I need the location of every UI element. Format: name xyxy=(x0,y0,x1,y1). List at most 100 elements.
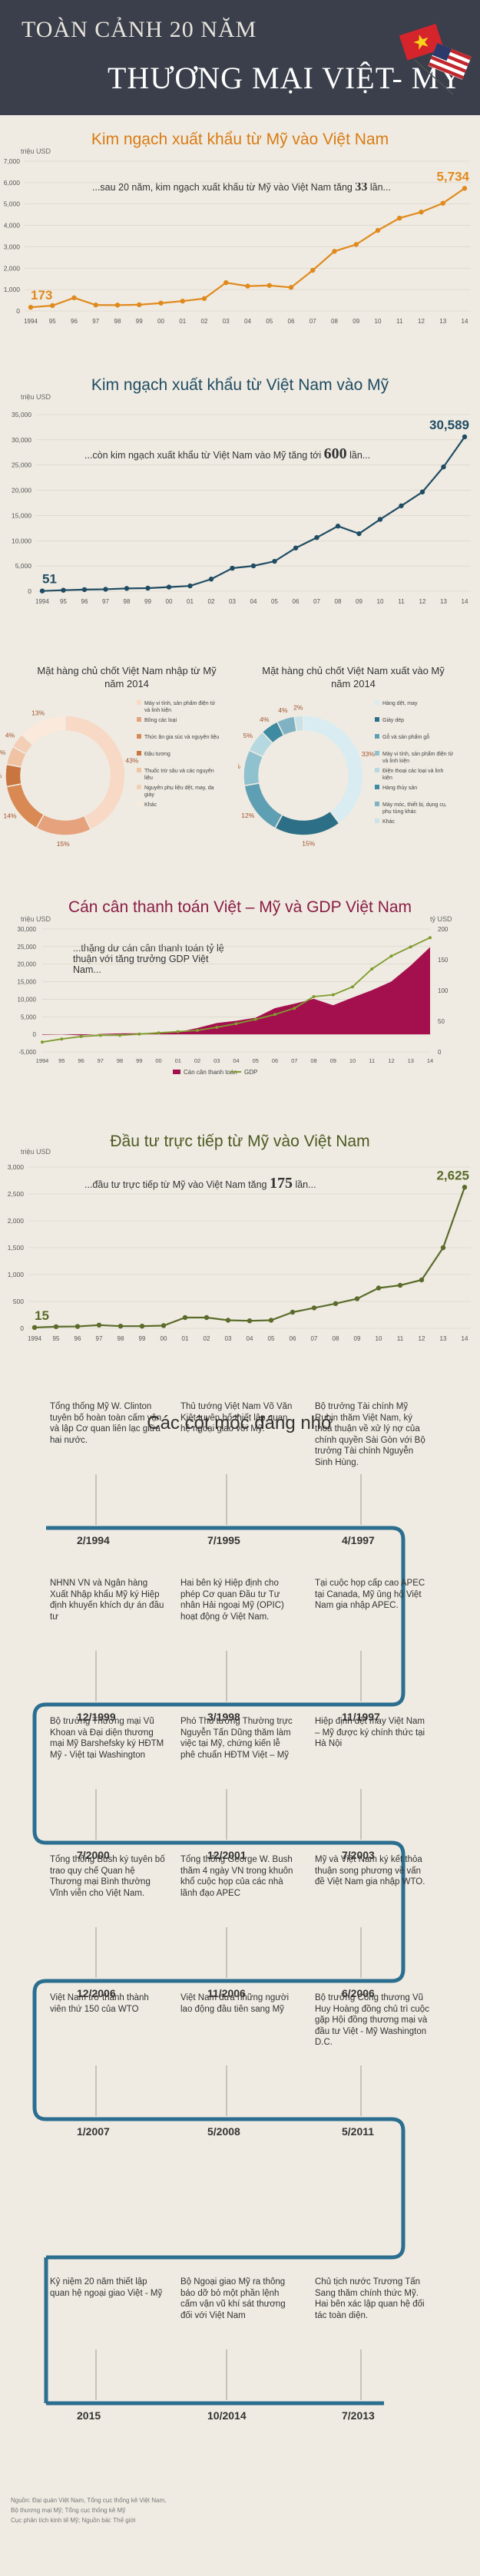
chart3-ytick-left: 30,000 xyxy=(18,926,37,933)
chart2-note-pre: ...còn kim ngạch xuất khẩu từ Việt Nam v… xyxy=(84,450,322,461)
chart3-title: Cán cân thanh toán Việt – Mỹ và GDP Việt… xyxy=(68,898,412,916)
chart2-xtick: 01 xyxy=(187,598,194,605)
chart4-point xyxy=(376,1285,382,1291)
chart1-xtick: 97 xyxy=(92,318,99,325)
pie2-slice-label: 15% xyxy=(302,840,315,848)
chart3-gdp-point xyxy=(331,993,335,997)
chart3-gdp-point xyxy=(60,1037,64,1041)
chart1-point xyxy=(310,267,316,273)
chart3-ytick-left: 15,000 xyxy=(18,979,37,986)
chart2-point xyxy=(250,563,257,569)
chart3-xtick: 00 xyxy=(155,1057,161,1064)
chart3-xtick: 97 xyxy=(98,1057,104,1064)
chart4-point xyxy=(53,1324,59,1330)
timeline-event-date: 12/2006 xyxy=(77,1987,116,1999)
chart3-xtick: 14 xyxy=(427,1057,433,1064)
timeline-event-date: 2015 xyxy=(77,2409,101,2422)
chart2-start-label: 51 xyxy=(42,572,57,587)
pie2-legend-label: kiện xyxy=(382,775,392,781)
chart3-svg: -5,000 0 5,000 10,000 15,000 20,000 25,000 30,0… xyxy=(18,926,449,1076)
chart3-gdp-point xyxy=(409,945,412,949)
chart1-title: Kim ngạch xuất khẩu từ Mỹ vào Việt Nam xyxy=(91,131,389,148)
chart4-point xyxy=(118,1324,124,1329)
chart1-point xyxy=(50,303,55,309)
chart2-xtick: 99 xyxy=(144,598,151,605)
timeline-event-date: 11/2006 xyxy=(207,1987,246,1999)
pie2-title: Mặt hàng chủ chốt Việt Nam xuất vào Mỹ n… xyxy=(262,665,445,689)
chart2-point xyxy=(314,534,319,541)
chart1-xtick: 13 xyxy=(439,318,446,325)
timeline-event-text: Tại cuộc họp cấp cao APEC tại Canada, Mỹ… xyxy=(315,1579,425,1610)
footer-line-1: Nguồn: Đại quán Việt Nam, Tổng cục thống… xyxy=(11,2497,167,2504)
chart4-xtick: 00 xyxy=(161,1335,167,1342)
pie1-legend-label: Thuốc trừ sâu và các nguyên xyxy=(144,767,214,774)
pie1-title: Mặt hàng chủ chốt Việt Nam nhập từ Mỹ nă… xyxy=(37,665,217,689)
timeline-event-text: Bộ trưởng Công thương Vũ Huy Hoàng đồng … xyxy=(315,1993,429,2047)
chart1-point xyxy=(158,300,164,306)
pie1-legend-label: Đậu tương xyxy=(144,752,170,757)
timeline-event-date: 12/2001 xyxy=(207,1849,247,1861)
timeline-event-text: Tổng thống Bush ký tuyên bố trao quy chế… xyxy=(50,1855,165,1898)
chart3-gdp-point xyxy=(79,1035,83,1038)
chart1-point xyxy=(201,296,207,302)
chart1-point xyxy=(462,186,468,191)
pie1-svg: 43% 15% 14% 6% 5% 4% 13% Máy vi tính, sản phẩm … xyxy=(0,700,219,848)
timeline-event-text: Việt Nam đưa những người lao động đầu ti… xyxy=(180,1993,290,2014)
timeline-event-date: 12/1999 xyxy=(77,1711,116,1723)
chart2-svg: 0 5,000 10,000 15,000 20,000 25,000 30,000 35,0… xyxy=(12,411,471,605)
chart2-point xyxy=(441,464,446,470)
pie1-slice-label: 6% xyxy=(0,772,2,779)
chart1-xtick: 09 xyxy=(353,318,359,325)
chart4-xtick: 01 xyxy=(182,1335,189,1342)
chart4-point xyxy=(311,1305,317,1311)
pie2-legend-label: Máy vi tính, sản phẩm điện tử xyxy=(382,751,454,757)
chart2-xtick: 00 xyxy=(166,598,173,605)
timeline-title: Các cột mốc đáng nhớ xyxy=(147,1413,333,1433)
chart3-unit-left: triệu USD xyxy=(21,915,51,923)
chart2-note: ...còn kim ngạch xuất khẩu từ Việt Nam v… xyxy=(84,445,370,463)
chart3-ytick-left: 25,000 xyxy=(18,944,37,951)
chart2-point xyxy=(187,583,193,589)
chart3-gdp-point xyxy=(157,1031,161,1035)
pie2-legend-swatch xyxy=(375,785,379,789)
chart3-ytick-left: 5,000 xyxy=(21,1014,37,1020)
chart4-note-num: 175 xyxy=(269,1175,293,1192)
pie1-legend-swatch xyxy=(137,700,141,705)
chart3-xtick: 01 xyxy=(175,1057,181,1064)
chart4-ytick: 0 xyxy=(20,1324,24,1332)
timeline-event-text: Hiệp định dệt may Việt Nam – Mỹ được ký … xyxy=(315,1717,425,1748)
chart1-point xyxy=(353,242,359,247)
pie2-legend-label: phụ tùng khác xyxy=(382,809,416,815)
chart2-end-label: 30,589 xyxy=(429,418,469,432)
chart4-title: Đầu tư trực tiếp từ Mỹ vào Việt Nam xyxy=(110,1133,370,1150)
chart2-point xyxy=(124,586,130,591)
chart1-xtick: 1994 xyxy=(24,318,38,325)
pie1-legend-swatch xyxy=(137,734,141,739)
chart3-xtick: 98 xyxy=(117,1057,123,1064)
pie2-slice-label: 8% xyxy=(238,762,240,770)
chart2-point xyxy=(293,545,299,551)
chart2-ytick: 35,000 xyxy=(12,411,31,418)
chart4-ytick: 2,500 xyxy=(8,1190,25,1198)
chart2-xtick: 98 xyxy=(124,598,131,605)
chart1-point xyxy=(114,303,121,308)
pie2-legend-swatch xyxy=(375,751,379,756)
pie2-slice xyxy=(293,715,304,732)
chart1-xtick: 07 xyxy=(310,318,316,325)
pie1-slice-label: 4% xyxy=(5,732,15,739)
chart1-ytick: 6,000 xyxy=(4,179,21,187)
pie2-slice-label: 4% xyxy=(260,716,270,723)
pie1-slice xyxy=(21,715,66,746)
pie1-legend-label: Bông các loại xyxy=(144,718,177,723)
chart2-point xyxy=(145,585,151,591)
chart4-point xyxy=(354,1296,360,1301)
chart2-title: Kim ngạch xuất khẩu từ Việt Nam vào Mỹ xyxy=(91,376,389,394)
chart2-xtick: 10 xyxy=(377,598,384,605)
chart4-point xyxy=(333,1301,339,1306)
footer-line-3: Cục phân tích kinh tế Mỹ; Nguồn bài: Thế… xyxy=(11,2517,136,2524)
chart1-ytick: 4,000 xyxy=(4,222,21,230)
chart4-ytick: 1,000 xyxy=(8,1271,25,1278)
chart4-point xyxy=(204,1314,210,1321)
chart1-ytick: 1,000 xyxy=(4,286,21,293)
pie1-slice-label: 43% xyxy=(125,757,138,765)
